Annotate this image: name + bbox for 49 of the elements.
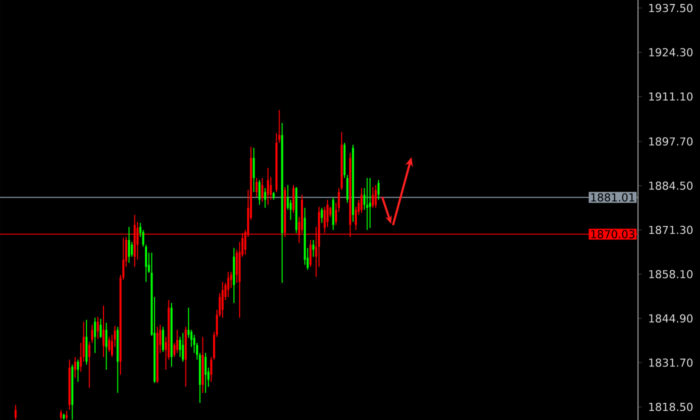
candlestick <box>94 317 96 354</box>
candlestick <box>292 184 295 214</box>
candlestick <box>258 179 260 206</box>
candlestick <box>366 177 368 230</box>
y-tick-label: 1937.50 <box>649 4 693 12</box>
candlestick <box>162 326 164 352</box>
candlestick <box>102 305 105 358</box>
candlestick <box>222 281 224 318</box>
candlestick <box>372 186 374 208</box>
candlestick <box>96 316 99 340</box>
candlestick <box>176 329 178 354</box>
y-tick-label: 1818.50 <box>649 402 693 412</box>
y-tick-label: 1911.10 <box>649 92 693 101</box>
candlestick <box>74 356 76 378</box>
y-tick-label: 1858.10 <box>649 270 693 278</box>
candlestick <box>182 332 184 362</box>
candlestick <box>76 359 80 382</box>
y-tick-label: 1831.70 <box>649 358 693 367</box>
y-tick-label: 1924.30 <box>649 48 693 56</box>
candlestick <box>266 167 269 206</box>
candlestick <box>204 352 207 394</box>
y-tick-label: 1897.70 <box>649 137 693 146</box>
candlestick <box>270 176 272 200</box>
candlestick <box>256 177 258 198</box>
candlestick <box>360 188 363 214</box>
y-tick-label: 1844.90 <box>649 314 693 323</box>
y-tick-label: 1871.30 <box>649 226 693 234</box>
candlestick <box>100 318 102 338</box>
candlestick <box>128 226 130 264</box>
candlestick <box>227 271 230 298</box>
candlestick <box>369 177 372 228</box>
candlestick <box>309 239 312 268</box>
candlestick <box>320 207 323 224</box>
candlestick <box>105 322 108 370</box>
candlestick <box>179 336 182 358</box>
candlestick <box>14 404 17 420</box>
ref-line-label: 1870.03 <box>591 230 634 238</box>
candlestick <box>378 179 380 200</box>
candlestick <box>261 177 264 202</box>
ref-line-label: 1881.01 <box>591 193 634 202</box>
candlestick <box>60 409 62 420</box>
candlestick <box>312 239 314 258</box>
candlestick <box>145 244 148 282</box>
candlestick <box>130 242 133 258</box>
candlestick <box>346 174 348 204</box>
candlestick <box>264 188 266 208</box>
y-tick-label: 1884.50 <box>649 182 693 190</box>
candlestick <box>252 147 255 193</box>
candlestick <box>374 184 377 208</box>
